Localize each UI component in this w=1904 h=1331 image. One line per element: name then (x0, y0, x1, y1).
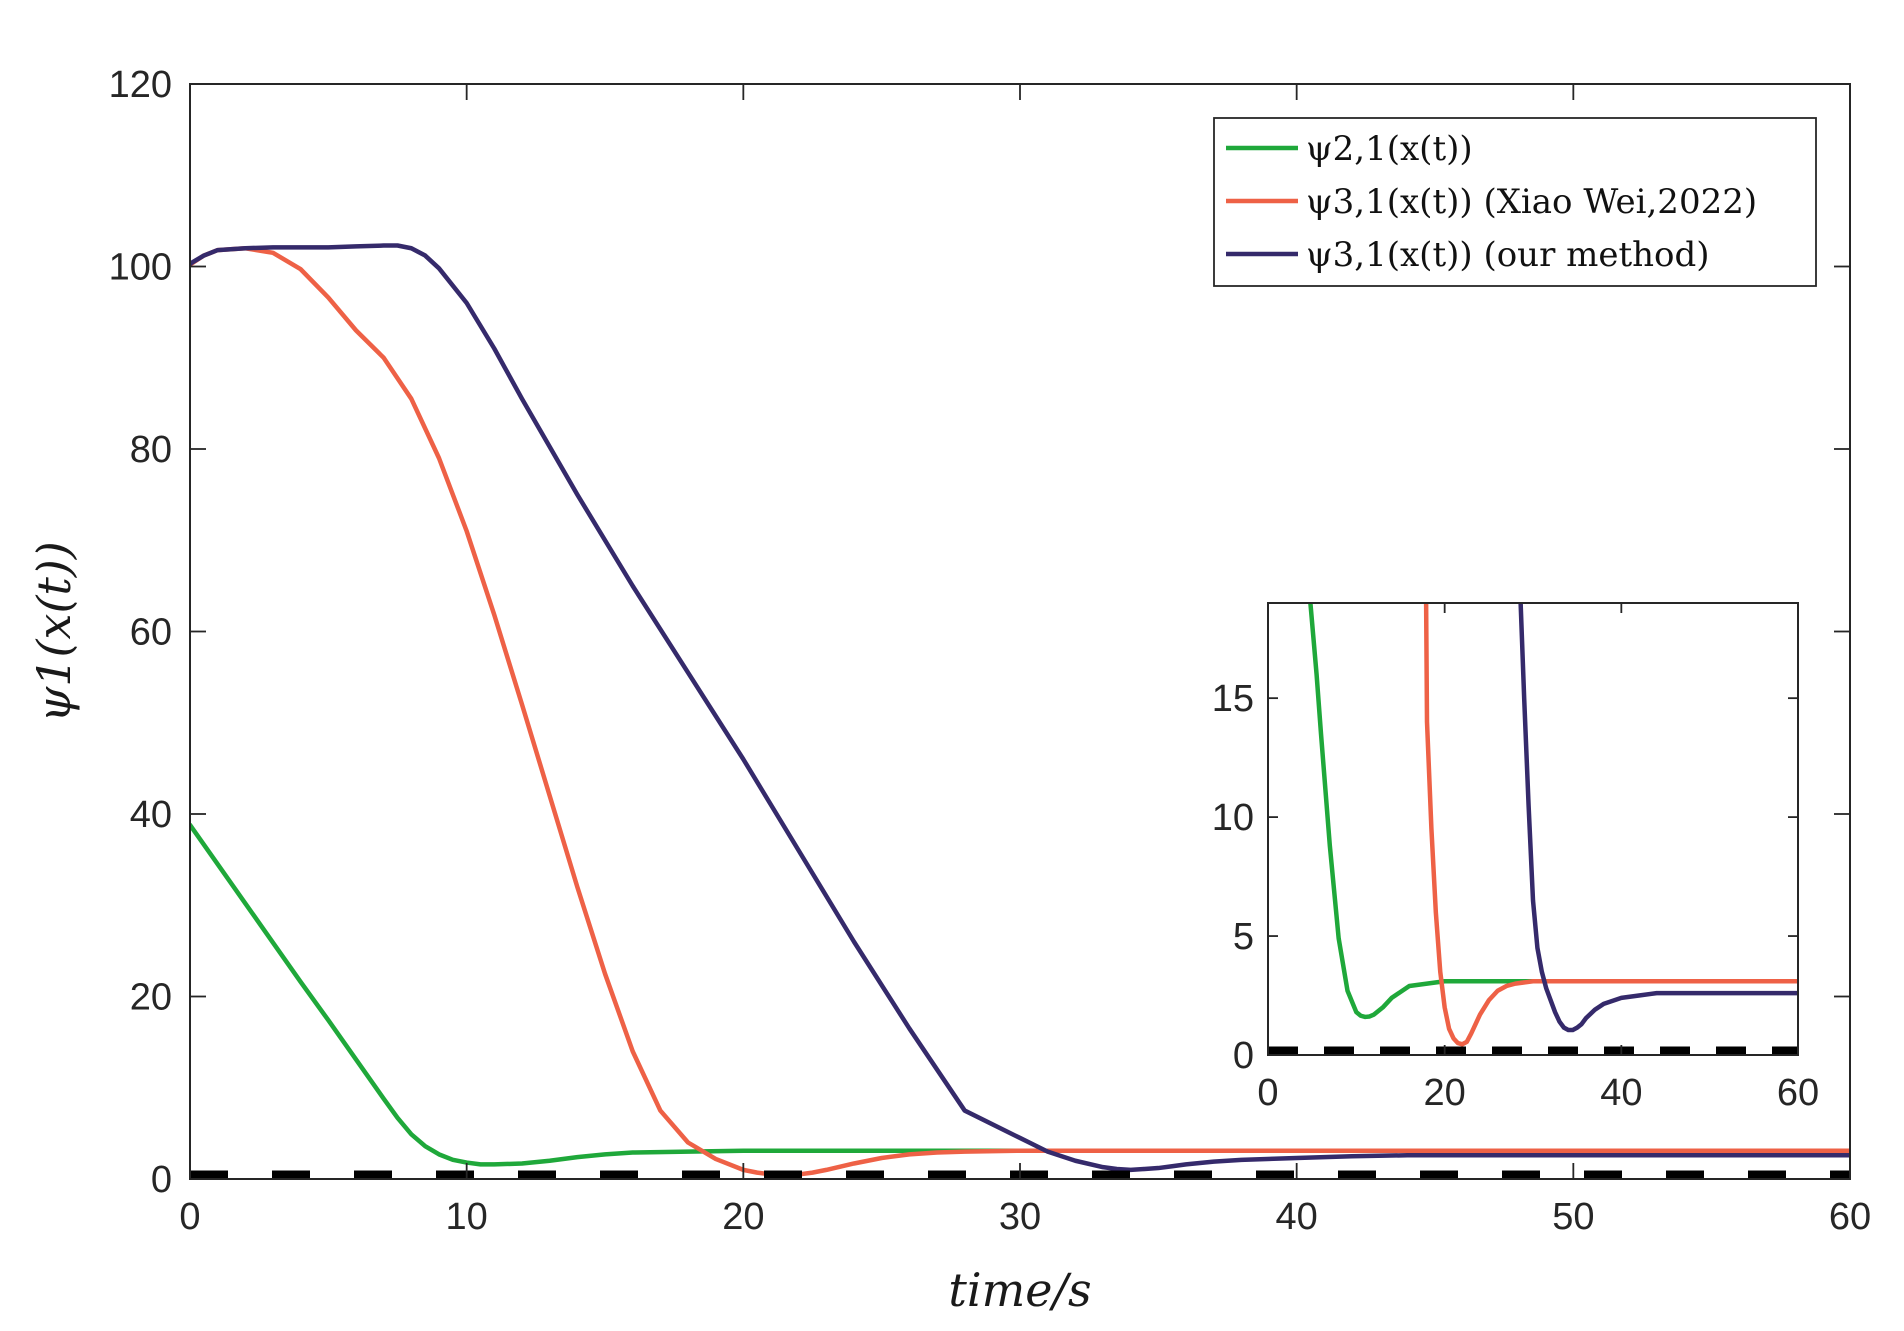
inset-y-tick-label-15: 15 (1212, 678, 1254, 720)
main-x-ticks: 0 10 20 30 40 50 60 (179, 84, 1871, 1238)
inset-x-tick-label-40: 40 (1600, 1072, 1642, 1114)
main-y-tick-label-40: 40 (130, 794, 172, 836)
main-y-tick-label-80: 80 (130, 429, 172, 471)
inset-x-tick-label-20: 20 (1424, 1072, 1466, 1114)
main-y-tick-label-20: 20 (130, 977, 172, 1019)
inset-plot: 0 20 40 60 0 5 10 15 (1212, 602, 1819, 1114)
main-x-tick-label-0: 0 (179, 1196, 200, 1238)
inset-y-ticks: 0 5 10 15 (1212, 678, 1798, 1077)
inset-series-line-3 (1518, 603, 1798, 1033)
legend-label-1: ψ2,1(x(t)) (1306, 129, 1473, 169)
main-y-tick-label-100: 100 (109, 247, 172, 289)
main-x-tick-label-20: 20 (722, 1196, 764, 1238)
inset-axes-box (1267, 602, 1799, 1056)
x-axis-label: time/s (948, 1263, 1091, 1317)
main-series-group (190, 243, 1850, 1178)
main-x-tick-label-50: 50 (1552, 1196, 1594, 1238)
inset-y-tick-label-5: 5 (1233, 916, 1254, 958)
main-series-line-1 (190, 822, 1850, 1167)
inset-x-tick-label-0: 0 (1257, 1072, 1278, 1114)
legend-label-3: ψ3,1(x(t)) (our method) (1306, 235, 1710, 275)
inset-y-tick-label-0: 0 (1233, 1035, 1254, 1077)
main-series-line-3 (190, 243, 1850, 1173)
inset-y-tick-label-10: 10 (1212, 797, 1254, 839)
inset-x-ticks: 0 20 40 60 (1257, 603, 1819, 1114)
y-axis-label: ψ1(x(t)) (27, 541, 81, 723)
legend-box (1213, 117, 1817, 287)
main-series-line-2 (190, 246, 1850, 1178)
inset-series-line-2 (1423, 603, 1798, 1047)
main-x-tick-label-60: 60 (1829, 1196, 1871, 1238)
inset-series-group (1308, 603, 1798, 1047)
main-y-tick-label-0: 0 (151, 1159, 172, 1201)
main-y-tick-label-120: 120 (109, 64, 172, 106)
legend: ψ2,1(x(t)) ψ3,1(x(t)) (Xiao Wei,2022) ψ3… (1213, 117, 1817, 287)
legend-label-2: ψ3,1(x(t)) (Xiao Wei,2022) (1306, 182, 1757, 222)
main-x-tick-label-40: 40 (1276, 1196, 1318, 1238)
inset-x-tick-label-60: 60 (1777, 1072, 1819, 1114)
main-x-tick-label-10: 10 (446, 1196, 488, 1238)
main-x-tick-label-30: 30 (999, 1196, 1041, 1238)
main-y-tick-label-60: 60 (130, 612, 172, 654)
